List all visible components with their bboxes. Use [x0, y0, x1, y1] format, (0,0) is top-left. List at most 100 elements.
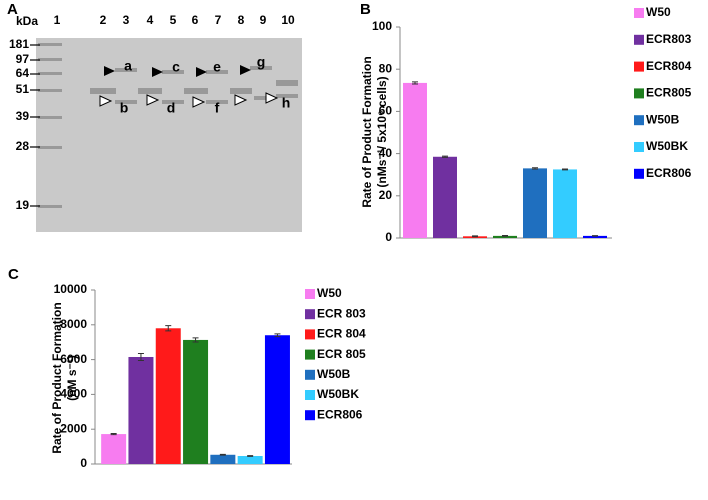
- y-tick-label: 6000: [60, 352, 87, 366]
- gel-arrows: [99, 65, 279, 108]
- legend-label: ECR 804: [317, 327, 366, 341]
- y-axis-label: (nM s⁻¹): [65, 355, 79, 401]
- y-tick-label: 8000: [60, 317, 87, 331]
- lane-label: 9: [260, 13, 267, 27]
- error-bar: [219, 453, 226, 456]
- legend-label: W50B: [646, 112, 680, 126]
- lane-label: 3: [123, 13, 130, 27]
- band-label: d: [167, 100, 176, 116]
- band-label: h: [282, 95, 291, 111]
- error-bar: [192, 337, 199, 343]
- bar: [183, 339, 209, 464]
- y-tick-label: 2000: [60, 421, 87, 435]
- y-tick-label: 0: [385, 230, 392, 244]
- lane-label: 4: [147, 13, 154, 27]
- gel-bands: [38, 43, 298, 208]
- bar: [403, 82, 427, 238]
- gel-panel: A kDa: [7, 1, 302, 232]
- legend-label: ECR 805: [317, 347, 366, 361]
- bar: [128, 356, 154, 464]
- panel-label: C: [8, 266, 19, 283]
- bar: [155, 328, 181, 464]
- bar: [553, 169, 577, 238]
- lane-label: 1: [54, 13, 61, 27]
- lane-label: 2: [100, 13, 107, 27]
- gel-unit: kDa: [16, 14, 38, 28]
- y-tick-label: 20: [379, 188, 393, 202]
- legend-label: W50BK: [317, 387, 359, 401]
- bar: [523, 168, 547, 238]
- legend-label: W50: [317, 286, 342, 300]
- error-bar: [442, 155, 448, 158]
- lane-label: 8: [238, 13, 245, 27]
- marker-label: 28: [16, 139, 30, 153]
- y-axis-label: Rate of Product Formation: [50, 302, 64, 453]
- legend-label: ECR 803: [317, 306, 366, 320]
- lane-label: 10: [281, 13, 295, 27]
- bar: [433, 156, 457, 238]
- legend-label: ECR804: [646, 59, 692, 73]
- marker-label: 64: [16, 66, 30, 80]
- error-bar: [562, 168, 568, 171]
- y-axis-label: (nMs⁻¹/ 5x10⁶ cells): [375, 76, 389, 187]
- legend-label: W50BK: [646, 139, 688, 153]
- band-label: e: [213, 59, 221, 75]
- y-axis-label: Rate of Product Formation: [360, 56, 374, 207]
- error-bar: [532, 167, 538, 170]
- marker-label: 39: [16, 109, 30, 123]
- bar: [493, 235, 517, 238]
- marker-label: 51: [16, 82, 30, 96]
- band-label: g: [257, 54, 266, 70]
- marker-label: 97: [16, 52, 30, 66]
- legend-swatch: [634, 34, 644, 45]
- marker-label: 19: [16, 198, 30, 212]
- y-tick-label: 100: [372, 19, 392, 33]
- legend-label: W50: [646, 5, 671, 19]
- legend-swatch: [305, 289, 315, 299]
- marker-label: 181: [9, 37, 29, 51]
- error-bar: [110, 433, 117, 436]
- panel-label: A: [7, 1, 18, 18]
- legend-swatch: [305, 309, 315, 320]
- legend-swatch: [634, 8, 644, 18]
- error-bar: [247, 455, 254, 457]
- y-tick-label: 0: [80, 456, 87, 470]
- y-tick-label: 60: [379, 104, 393, 118]
- legend-label: ECR806: [317, 407, 363, 421]
- lane-label: 5: [170, 13, 177, 27]
- legend-swatch: [305, 410, 315, 421]
- legend-swatch: [305, 390, 315, 400]
- legend-label: W50B: [317, 367, 351, 381]
- bar: [101, 434, 127, 464]
- legend-swatch: [634, 88, 644, 99]
- error-bar: [274, 333, 281, 338]
- gel-markers: [30, 44, 40, 207]
- bar: [210, 454, 236, 464]
- error-bar: [472, 235, 478, 238]
- error-bar: [502, 234, 508, 237]
- bar: [237, 455, 263, 464]
- legend-swatch: [634, 142, 644, 152]
- legend-swatch: [305, 329, 315, 340]
- y-tick-label: 4000: [60, 387, 87, 401]
- y-tick-label: 10000: [54, 282, 88, 296]
- lane-label: 6: [192, 13, 199, 27]
- legend-swatch: [634, 61, 644, 72]
- legend-label: ECR805: [646, 86, 692, 100]
- legend-swatch: [305, 369, 315, 380]
- bar: [264, 335, 290, 464]
- band-label: a: [124, 58, 132, 74]
- band-label: b: [120, 100, 129, 116]
- panel-label: B: [360, 1, 371, 18]
- y-tick-label: 80: [379, 61, 393, 75]
- legend-swatch: [305, 349, 315, 360]
- legend-label: ECR803: [646, 32, 692, 46]
- bar: [583, 235, 607, 238]
- error-bar: [165, 325, 172, 332]
- error-bar: [137, 353, 144, 361]
- legend-swatch: [634, 115, 644, 126]
- legend-swatch: [634, 168, 644, 179]
- band-label: f: [215, 100, 220, 116]
- band-label: c: [172, 59, 180, 75]
